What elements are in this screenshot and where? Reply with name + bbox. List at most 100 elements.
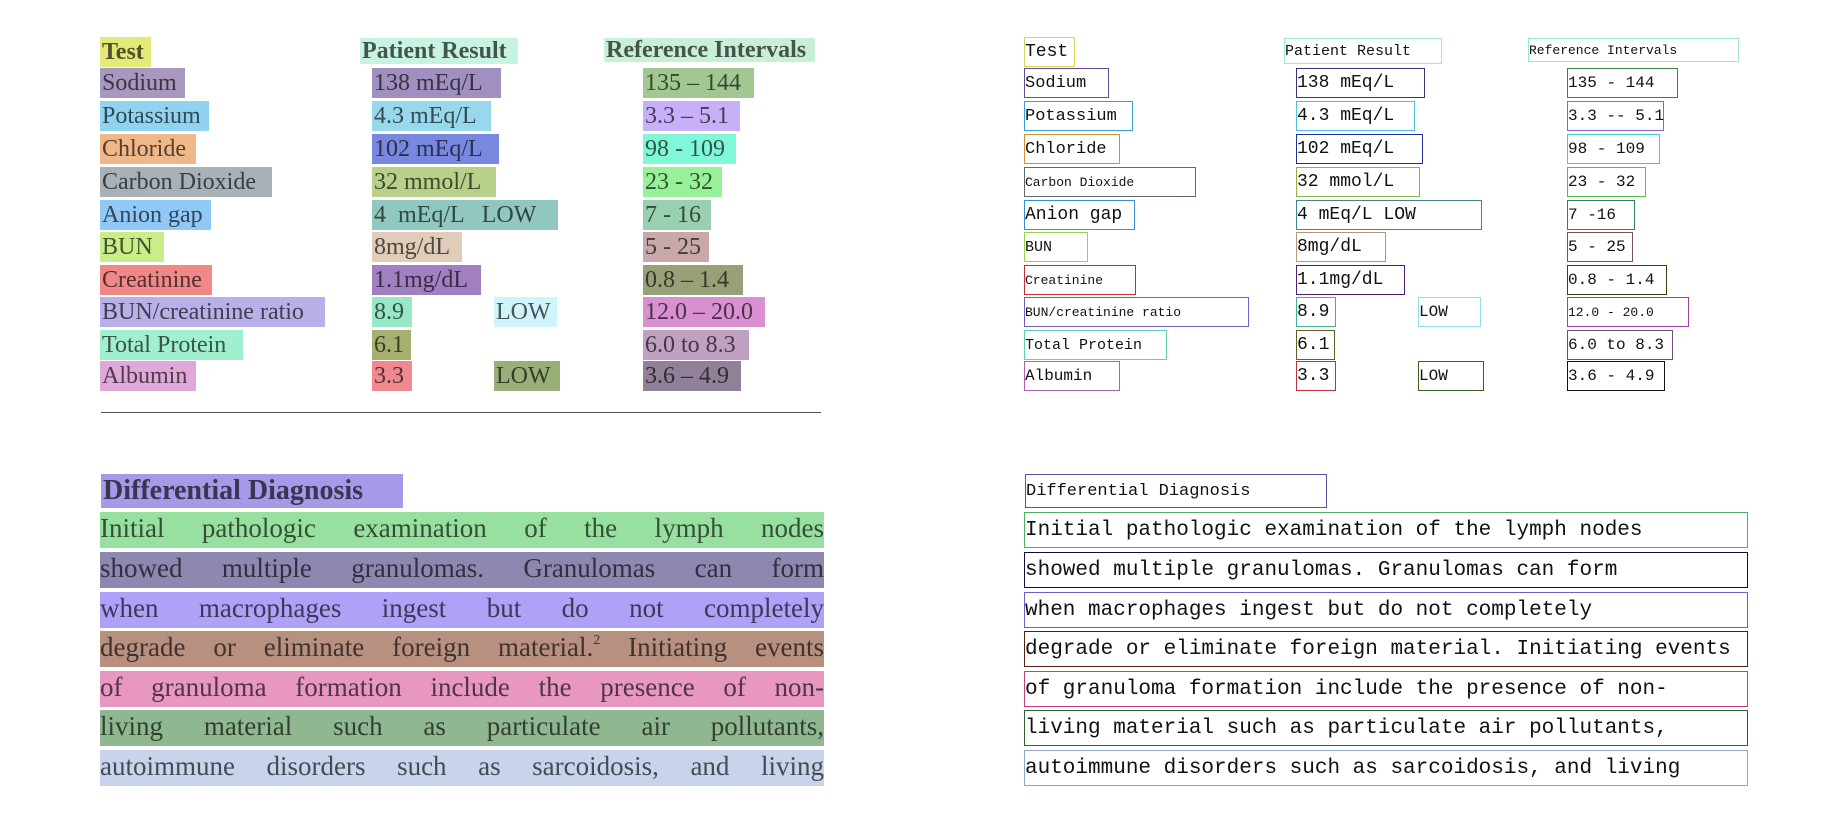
patient-result-highlight: 102 mEq/L [372,134,499,164]
header-test-highlight: Test [100,37,151,67]
paragraph-line-ocr-text: living material such as particulate air … [1025,716,1668,740]
reference-interval-ocr-text: 6.0 to 8.3 [1568,336,1665,354]
test-name-ocr-box: Total Protein [1024,330,1167,360]
reference-interval-highlight: 23 - 32 [643,167,722,197]
test-name-ocr-text: BUN/creatinine ratio [1025,304,1182,320]
patient-result-text: 3.3 [374,363,404,389]
test-name-highlight: Anion gap [100,200,211,230]
reference-interval-ocr-box: 135 - 144 [1567,68,1678,98]
test-name-ocr-box: Potassium [1024,101,1133,131]
reference-interval-ocr-box: 98 - 109 [1567,134,1660,164]
header-reference-intervals-ocr-box: Reference Intervals [1528,38,1739,62]
header-reference-intervals-text: Reference Intervals [606,37,807,63]
test-name-ocr-text: Total Protein [1025,336,1143,354]
test-name-text: Sodium [102,70,177,96]
test-name-text: Carbon Dioxide [102,169,256,195]
patient-result-ocr-text: 4 mEq/L LOW [1297,205,1416,225]
paragraph-line-ocr-box: Initial pathologic examination of the ly… [1024,512,1748,548]
patient-result-ocr-text: 8.9 [1297,302,1330,322]
patient-result-ocr-text: 1.1mg/dL [1297,270,1384,290]
reference-interval-ocr-text: 3.6 - 4.9 [1568,367,1655,385]
section-title-ocr-box: Differential Diagnosis [1025,474,1327,508]
patient-result-ocr-text: 6.1 [1297,335,1330,355]
reference-interval-ocr-box: 12.0 - 20.0 [1567,297,1689,327]
patient-result-text: 32 mmol/L [374,169,482,195]
patient-result-text: 138 mEq/L [374,70,483,96]
paragraph-line-ocr-text: autoimmune disorders such as sarcoidosis… [1025,756,1681,780]
reference-interval-highlight: 0.8 – 1.4 [643,265,743,295]
header-test-ocr-box: Test [1024,37,1075,67]
section-title-ocr-text: Differential Diagnosis [1026,481,1251,501]
test-name-ocr-text: Sodium [1025,73,1087,93]
paragraph-line-ocr-box: degrade or eliminate foreign material. I… [1024,631,1748,667]
test-name-highlight: Total Protein [100,330,243,360]
result-flag-ocr-box: LOW [1418,361,1484,391]
patient-result-ocr-box: 8.9 [1296,297,1336,327]
reference-interval-text: 0.8 – 1.4 [645,267,729,293]
reference-interval-text: 5 - 25 [645,234,701,260]
reference-interval-ocr-box: 5 - 25 [1567,232,1633,262]
reference-interval-text: 3.3 – 5.1 [645,103,729,129]
result-flag-highlight: LOW [494,297,557,327]
reference-interval-highlight: 7 - 16 [643,200,711,230]
paragraph-line-ocr-text: showed multiple granulomas. Granulomas c… [1025,558,1618,582]
header-reference-intervals-highlight: Reference Intervals [604,38,815,62]
patient-result-ocr-text: 102 mEq/L [1297,139,1395,159]
paragraph-line-ocr-box: of granuloma formation include the prese… [1024,671,1748,707]
patient-result-text: 102 mEq/L [374,136,483,162]
patient-result-ocr-box: 138 mEq/L [1296,68,1425,98]
reference-interval-highlight: 12.0 – 20.0 [643,297,765,327]
reference-interval-text: 98 - 109 [645,136,725,162]
paragraph-line-ocr-box: showed multiple granulomas. Granulomas c… [1024,552,1748,588]
patient-result-text: 4.3 mEq/L [374,103,477,129]
test-name-ocr-box: Anion gap [1024,200,1135,230]
paragraph-line-text: autoimmune disorders such as sarcoidosis… [100,751,824,781]
paragraph-line-ocr-text: Initial pathologic examination of the ly… [1025,518,1643,542]
test-name-text: Chloride [102,136,186,162]
reference-interval-highlight: 98 - 109 [643,134,736,164]
paragraph-line-highlight: of granuloma formation include the prese… [100,671,824,707]
result-flag-text: LOW [496,363,551,389]
reference-interval-highlight: 3.3 – 5.1 [643,101,740,131]
reference-interval-ocr-box: 3.6 - 4.9 [1567,361,1665,391]
paragraph-line-highlight: showed multiple granulomas. Granulomas c… [100,552,824,588]
patient-result-ocr-box: 3.3 [1296,361,1336,391]
reference-interval-text: 3.6 – 4.9 [645,363,729,389]
header-patient-result-ocr-text: Patient Result [1285,42,1412,60]
patient-result-ocr-box: 4 mEq/L LOW [1296,200,1482,230]
test-name-highlight: Albumin [100,361,196,391]
patient-result-ocr-text: 3.3 [1297,366,1330,386]
test-name-ocr-text: Creatinine [1025,272,1104,288]
test-name-highlight: BUN [100,232,164,262]
patient-result-ocr-text: 138 mEq/L [1297,73,1395,93]
result-flag-ocr-text: LOW [1419,367,1448,385]
test-name-highlight: Creatinine [100,265,212,295]
patient-result-ocr-box: 6.1 [1296,330,1335,360]
paragraph-line-ocr-box: living material such as particulate air … [1024,710,1748,746]
paragraph-line-text: degrade or eliminate foreign material. [100,632,594,662]
test-name-highlight: Chloride [100,134,196,164]
paragraph-line-text: living material such as particulate air … [100,711,824,741]
paragraph-line-text: when macrophages ingest but do not compl… [100,593,824,623]
test-name-highlight: Carbon Dioxide [100,167,272,197]
paragraph-line-highlight: autoimmune disorders such as sarcoidosis… [100,750,824,786]
paragraph-line-text: Initial pathologic examination of the ly… [100,513,824,543]
patient-result-highlight: 6.1 [372,330,411,360]
patient-result-highlight: 4 mEq/L LOW [372,200,558,230]
patient-result-ocr-box: 4.3 mEq/L [1296,101,1415,131]
patient-result-highlight: 1.1mg/dL [372,265,481,295]
paragraph-line-highlight: degrade or eliminate foreign material.2 … [100,631,824,667]
header-patient-result-ocr-box: Patient Result [1284,38,1442,64]
header-test-ocr-text: Test [1025,42,1069,62]
patient-result-ocr-box: 1.1mg/dL [1296,265,1405,295]
test-name-ocr-box: BUN/creatinine ratio [1024,297,1249,327]
reference-interval-ocr-box: 3.3 -- 5.1 [1567,101,1664,131]
reference-interval-highlight: 5 - 25 [643,232,709,262]
reference-interval-text: 7 - 16 [645,202,701,228]
header-patient-result-highlight: Patient Result [360,38,518,64]
test-name-highlight: Sodium [100,68,185,98]
patient-result-ocr-text: 32 mmol/L [1297,172,1395,192]
test-name-ocr-text: Albumin [1025,367,1093,385]
section-title-highlight: Differential Diagnosis [101,474,403,508]
paragraph-line-ocr-box: autoimmune disorders such as sarcoidosis… [1024,750,1748,786]
